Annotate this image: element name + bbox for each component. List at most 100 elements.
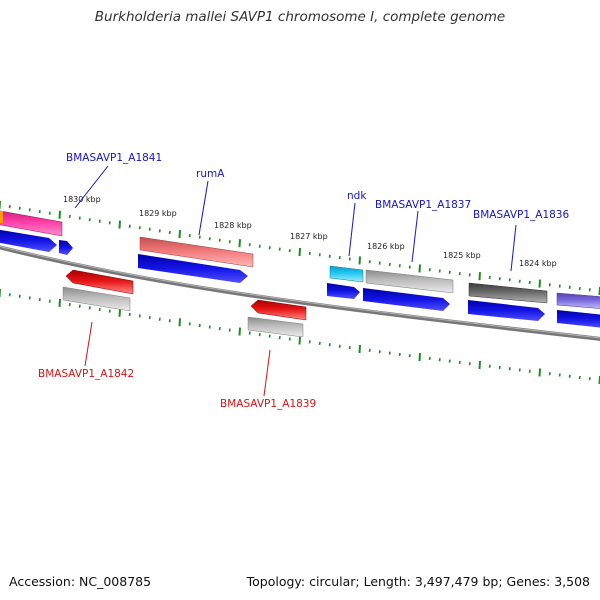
tick-inner-38 [378,350,381,354]
tick-inner-1 [8,293,11,297]
tick-inner-57 [568,374,571,378]
tick-outer-32 [318,253,321,257]
tick-outer-29 [288,248,291,253]
tick-inner-44 [438,358,441,362]
scale-label-1828: 1828 kbp [214,221,252,230]
cds-arrow-2[interactable] [59,240,73,255]
tick-inner-3 [28,296,31,300]
tick-outer-17 [168,230,171,235]
tick-outer-37 [368,260,371,264]
label-A1836[interactable]: BMASAVP1_A1836 [473,209,569,221]
tick-outer-7 [68,214,71,219]
tick-outer-30 [298,247,301,257]
tick-outer-55 [548,283,551,287]
cds-arrow-ndk[interactable] [327,283,360,299]
label-A1841[interactable]: BMASAVP1_A1841 [66,152,162,164]
leader-A1836 [510,224,517,272]
tick-outer-14 [138,226,141,230]
cds-arrow-1[interactable] [0,229,57,252]
tick-inner-13 [128,312,131,317]
tick-outer-46 [458,271,461,276]
cds-arrow-purple[interactable] [557,310,600,328]
scale-label-1827: 1827 kbp [290,232,328,241]
tick-outer-19 [188,233,191,238]
gene-rumA[interactable] [139,236,254,268]
tick-outer-8 [78,216,81,220]
tick-outer-52 [518,279,521,283]
scale-label-1829: 1829 kbp [139,209,177,218]
tick-outer-1 [8,204,11,209]
tick-inner-37 [368,348,371,353]
gene-A1837[interactable] [365,269,454,294]
tick-outer-28 [278,247,281,251]
cds-arrow-A1836[interactable] [468,300,545,321]
tick-outer-25 [248,243,251,247]
tick-inner-14 [138,314,141,318]
tick-outer-27 [268,246,271,250]
gene-orange-sliver[interactable] [0,211,3,223]
tick-inner-28 [278,335,281,340]
tick-inner-55 [548,372,551,376]
leader-A1837 [411,210,419,263]
tick-inner-2 [18,294,21,298]
tick-outer-13 [128,224,131,228]
tick-outer-11 [108,221,111,225]
label-A1842[interactable]: BMASAVP1_A1842 [38,368,134,380]
tick-inner-10 [98,307,101,312]
gene-purple[interactable] [556,292,600,309]
tick-inner-58 [578,375,581,380]
tick-inner-11 [108,309,111,313]
tick-outer-50 [498,277,501,281]
tick-outer-58 [578,286,581,291]
tick-outer-2 [18,206,21,210]
gene-pink[interactable] [0,210,63,237]
tick-inner-5 [48,299,51,303]
tick-outer-31 [308,251,311,256]
label-ndk[interactable]: ndk [347,190,367,202]
gene-A1842-product[interactable] [62,286,131,312]
scale-label-1824: 1824 kbp [519,259,557,268]
leader-ndk [348,202,356,257]
tick-inner-50 [498,365,501,370]
scale-ticks-outer [0,201,600,296]
tick-outer-48 [478,272,481,281]
tick-outer-26 [258,244,261,248]
tick-outer-23 [228,240,231,244]
tick-inner-19 [188,322,191,326]
tick-inner-21 [208,325,211,329]
tick-inner-39 [388,351,391,355]
tick-outer-20 [198,235,201,239]
tick-inner-36 [358,344,361,354]
tick-outer-59 [588,288,591,292]
tick-outer-53 [528,280,531,285]
tick-inner-40 [398,352,401,357]
gene-ndk[interactable] [329,265,364,283]
tick-outer-6 [58,210,61,219]
tick-inner-6 [58,298,61,307]
tick-inner-16 [158,317,161,321]
tick-outer-38 [378,261,381,265]
gene-A1836[interactable] [468,282,548,304]
tick-outer-15 [148,227,151,231]
tick-outer-34 [338,255,341,260]
cds-arrow-rumA[interactable] [138,254,248,283]
gene-A1842[interactable] [65,269,134,295]
label-A1837[interactable]: BMASAVP1_A1837 [375,199,471,211]
tick-inner-59 [588,377,591,381]
tick-outer-45 [448,270,451,274]
tick-inner-17 [168,319,171,323]
label-A1839[interactable]: BMASAVP1_A1839 [220,398,316,410]
tick-outer-54 [538,279,541,288]
leader-A1839 [263,349,271,397]
tick-outer-44 [438,269,441,273]
cds-arrow-A1837[interactable] [363,288,450,311]
label-rumA[interactable]: rumA [196,168,225,180]
tick-outer-33 [328,254,331,258]
gene-A1839[interactable] [250,299,307,321]
tick-outer-56 [558,284,561,288]
genome-backbone-highlight [0,245,600,339]
tick-inner-22 [218,326,221,331]
tick-inner-34 [338,344,341,348]
gene-A1839-product[interactable] [247,316,304,338]
